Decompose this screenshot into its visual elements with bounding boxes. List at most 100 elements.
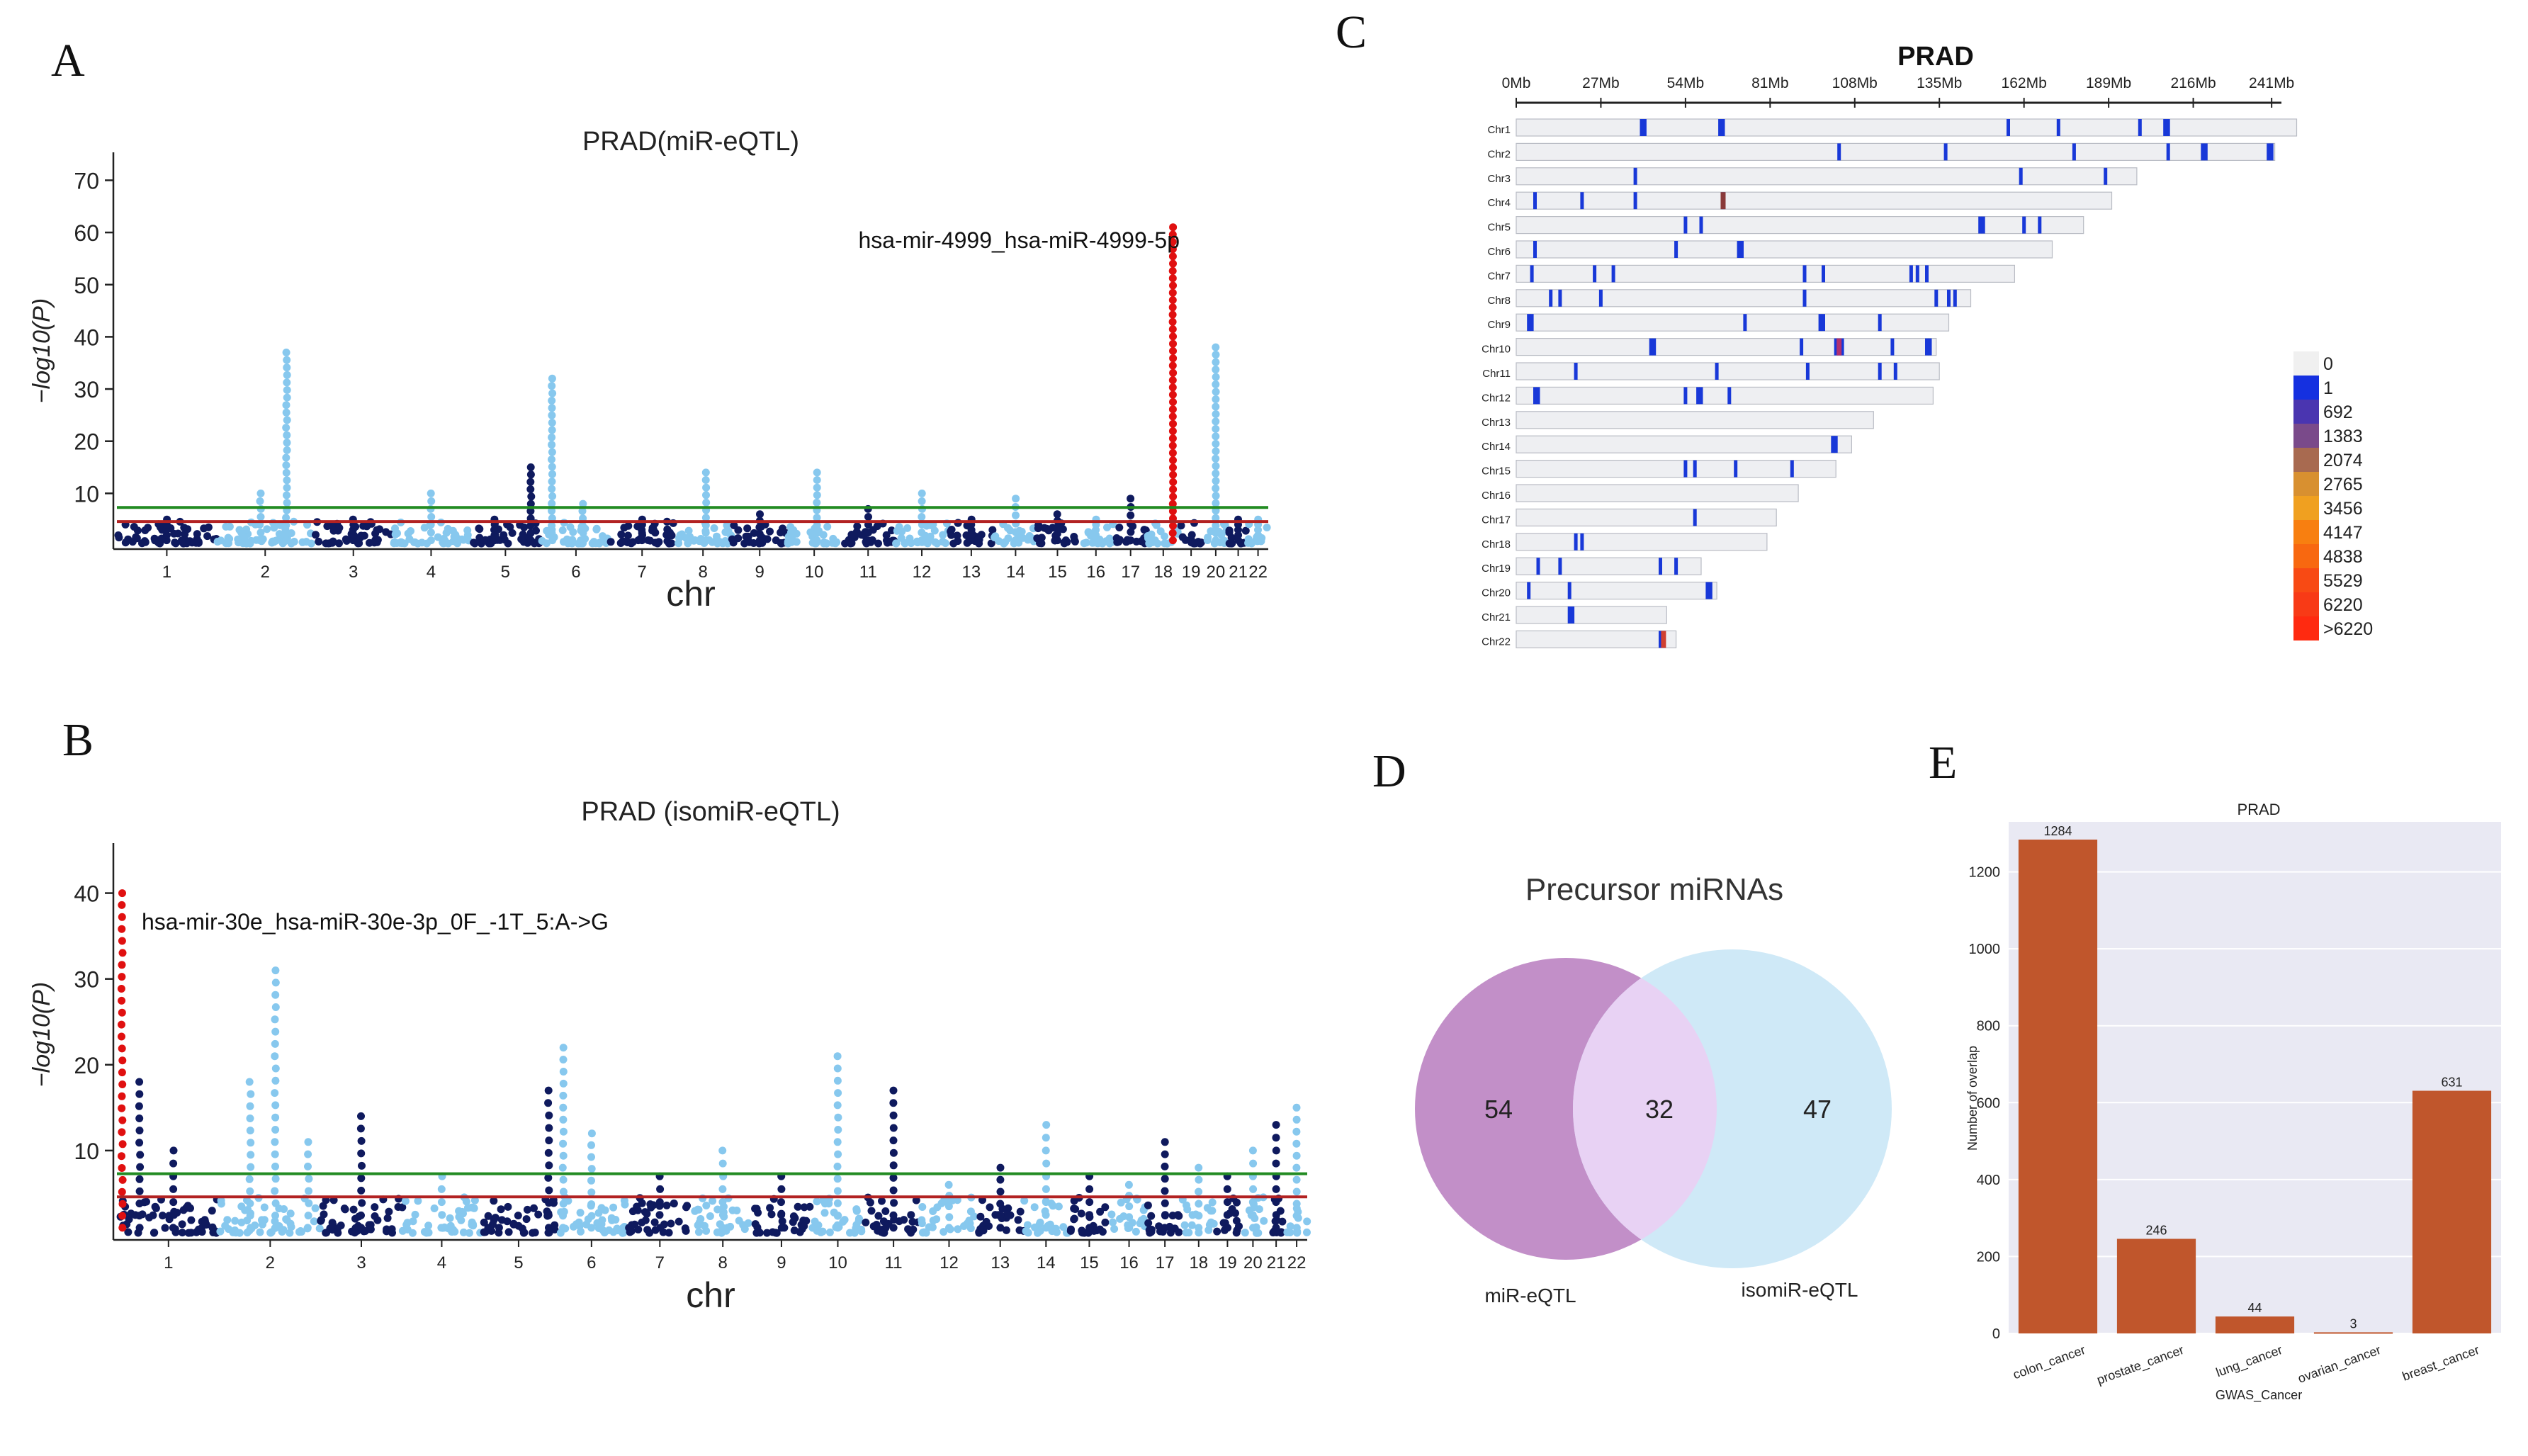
manhattan-point (930, 526, 939, 535)
manhattan-point-highlight (118, 925, 126, 933)
manhattan-point (853, 522, 862, 531)
manhattan-peak-point (1161, 1187, 1169, 1195)
manhattan-peak-point (247, 1151, 255, 1159)
manhattan-point (620, 1197, 628, 1205)
manhattan-peak-point (1085, 1185, 1094, 1193)
manhattan-peak-point (579, 536, 587, 545)
manhattan-point (203, 532, 212, 541)
manhattan-peak-point (833, 1101, 842, 1110)
manhattan-peak-point (864, 513, 872, 521)
manhattan-point-highlight (1168, 412, 1177, 421)
manhattan-point (1077, 1209, 1085, 1218)
manhattan-point (1232, 1217, 1241, 1225)
manhattan-point (132, 533, 140, 541)
manhattan-point (263, 525, 271, 534)
manhattan-peak-point (833, 1076, 842, 1085)
manhattan-peak-point (135, 1090, 144, 1098)
manhattan-point (881, 1207, 890, 1215)
density-mark (2072, 143, 2076, 161)
manhattan-peak-point (1195, 1200, 1203, 1208)
density-chr-label: Chr11 (1482, 368, 1511, 380)
manhattan-point (790, 1226, 799, 1235)
manhattan-point (694, 1228, 703, 1236)
manhattan-peak-point (135, 1139, 144, 1147)
density-chr-bar (1516, 289, 1972, 307)
manhattan-peak-point (544, 1086, 553, 1095)
manhattan-point (1180, 1221, 1189, 1229)
manhattan-point (315, 1224, 324, 1233)
density-axis-tick-label: 81Mb (1751, 75, 1789, 91)
manhattan-peak-point (169, 1185, 178, 1193)
manhattan-peak-point (271, 1162, 279, 1170)
manhattan-point (1036, 1226, 1044, 1235)
manhattan-point (576, 1209, 585, 1217)
density-mark (1734, 460, 1738, 478)
manhattan-peak-point (282, 453, 290, 462)
manhattan-point (145, 1213, 154, 1221)
manhattan-point (647, 1203, 655, 1212)
manhattan-peak-point (427, 529, 435, 537)
density-mark (1822, 265, 1825, 283)
manhattan-peak-point (282, 401, 290, 410)
manhattan-peak-point (889, 1136, 898, 1145)
manhattan-point (530, 1204, 538, 1212)
manhattan-point-highlight (1168, 434, 1177, 443)
manhattan-point (1213, 1227, 1221, 1236)
manhattan-peak-point (548, 521, 556, 530)
manhattan-point (895, 523, 903, 531)
manhattan-peak-point (548, 500, 556, 508)
manhattan-point (509, 1220, 518, 1229)
manhattan-point (1278, 1217, 1287, 1226)
manhattan-peak-point (548, 456, 555, 463)
manhattan-point (965, 1217, 974, 1225)
manhattan-peak-point (996, 1212, 1005, 1220)
density-legend-swatch (2293, 376, 2319, 400)
manhattan-point (696, 1215, 705, 1223)
manhattan-point-highlight (1168, 427, 1177, 435)
density-chr-bar (1516, 459, 1836, 478)
manhattan-point-highlight (1168, 441, 1177, 450)
manhattan-point (216, 1227, 225, 1236)
x-tick-label: 4 (437, 1253, 446, 1272)
manhattan-point (1103, 523, 1111, 531)
manhattan-point (276, 521, 285, 529)
manhattan-peak-point (170, 1211, 179, 1219)
bar-y-tick-label: 800 (1977, 1019, 2000, 1034)
manhattan-point-highlight (118, 1104, 126, 1112)
manhattan-peak-point (655, 1198, 664, 1207)
manhattan-point (504, 1202, 512, 1211)
manhattan-point (733, 534, 742, 543)
manhattan-point (1182, 1229, 1190, 1237)
manhattan-point (1137, 537, 1146, 546)
manhattan-peak-point (427, 536, 435, 545)
manhattan-point (670, 1200, 678, 1207)
density-mark (1953, 289, 1957, 307)
manhattan-point (149, 1229, 158, 1237)
manhattan-point (682, 1203, 690, 1212)
density-mark (1831, 436, 1835, 453)
manhattan-peak-point (1212, 351, 1220, 359)
density-chr-label: Chr9 (1487, 319, 1511, 331)
manhattan-peak-point (1161, 1212, 1169, 1220)
manhattan-peak-point (1272, 1121, 1280, 1129)
density-mark (1822, 314, 1825, 332)
manhattan-point (298, 538, 307, 546)
manhattan-point (1204, 534, 1212, 542)
x-tick-label: 1 (162, 563, 171, 582)
bar-y-tick-label: 400 (1977, 1173, 2000, 1188)
manhattan-peak-point (256, 529, 265, 537)
x-tick-label: 11 (885, 1253, 903, 1272)
manhattan-peak-point (1042, 1159, 1051, 1168)
manhattan-peak-point (587, 1224, 596, 1232)
manhattan-point (295, 1228, 303, 1236)
manhattan-point (256, 1228, 264, 1236)
manhattan-peak-point (135, 1224, 144, 1232)
manhattan-peak-point (1195, 1224, 1203, 1232)
density-chr-label: Chr1 (1487, 124, 1511, 136)
manhattan-peak-point (587, 1176, 595, 1185)
x-tick-label: 17 (1121, 563, 1140, 582)
manhattan-point-highlight (118, 1164, 126, 1172)
manhattan-point (641, 1216, 650, 1224)
density-mark (1674, 558, 1678, 575)
